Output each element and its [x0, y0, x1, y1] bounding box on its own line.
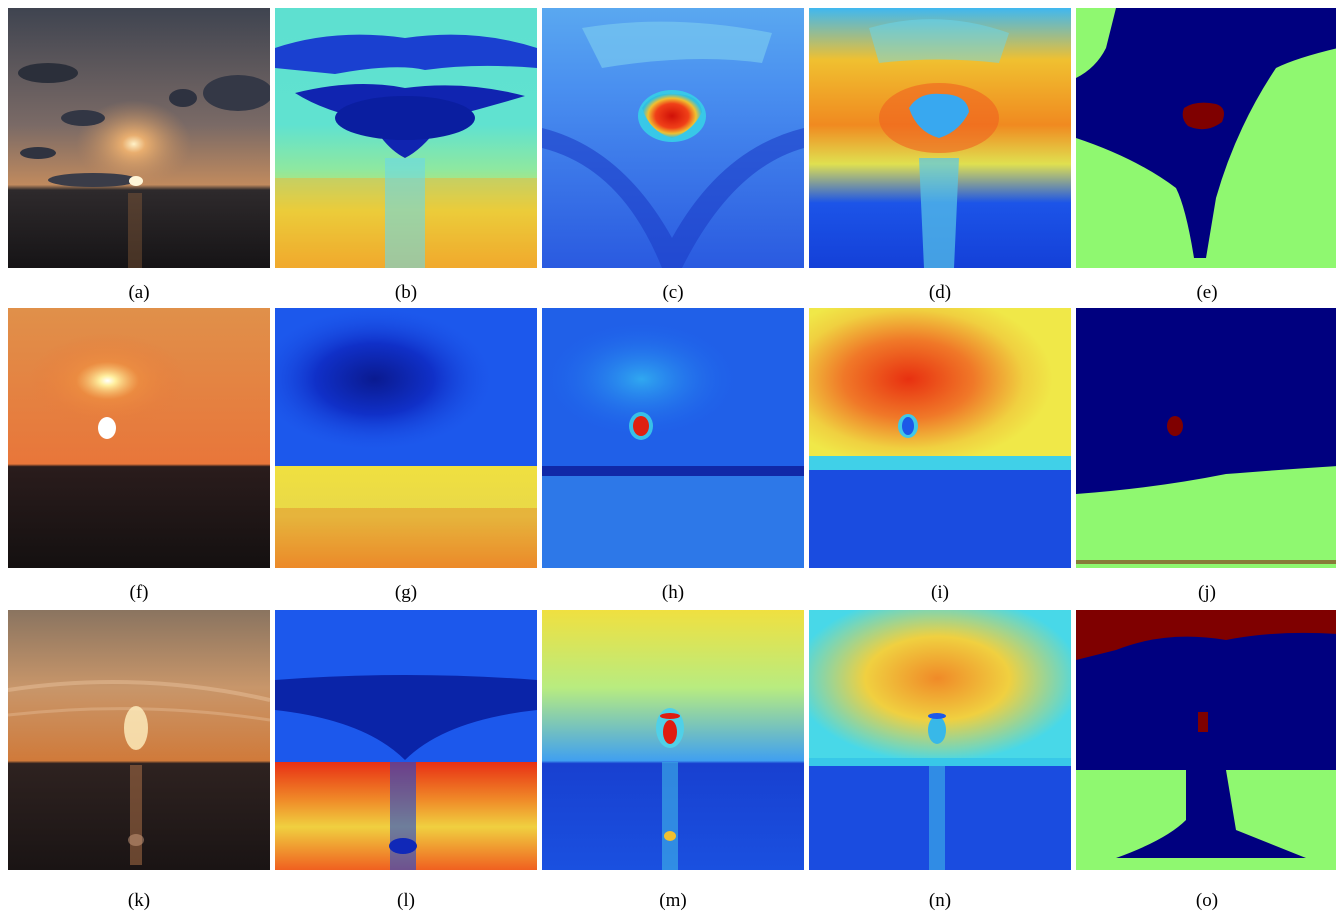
caption-g: (g) — [394, 582, 418, 603]
heatmap-g — [275, 308, 537, 568]
caption-o: (o) — [1195, 890, 1219, 911]
caption-k: (k) — [127, 890, 151, 911]
heatmap-m — [542, 610, 804, 870]
heatmap-h — [542, 308, 804, 568]
panel-o: (o) — [1076, 610, 1336, 911]
sunset-photo-cloudy — [8, 8, 270, 268]
figure-row-3: (k) (l) — [0, 610, 1336, 911]
segmentation-e — [1076, 8, 1336, 268]
panel-c: (c) — [542, 8, 804, 303]
caption-j: (j) — [1198, 582, 1216, 603]
panel-l: (l) — [275, 610, 537, 911]
caption-l: (l) — [397, 890, 415, 911]
panel-j: (j) — [1076, 308, 1336, 603]
panel-e: (e) — [1076, 8, 1336, 303]
heatmap-c — [542, 8, 804, 268]
panel-m: (m) — [542, 610, 804, 911]
caption-f: (f) — [129, 582, 149, 603]
caption-c: (c) — [662, 282, 684, 303]
panel-f: (f) — [8, 308, 270, 603]
panel-d: (d) — [809, 8, 1071, 303]
panel-k: (k) — [8, 610, 270, 911]
figure-row-2: (f) — [0, 308, 1336, 603]
figure-row-1: (a) (b) — [0, 8, 1336, 303]
segmentation-o — [1076, 610, 1336, 870]
heatmap-l — [275, 610, 537, 870]
caption-m: (m) — [659, 890, 687, 911]
caption-n: (n) — [928, 890, 952, 911]
heatmap-b — [275, 8, 537, 268]
segmentation-j — [1076, 308, 1336, 568]
sunset-photo-reflection — [8, 610, 270, 870]
panel-g: (g) — [275, 308, 537, 603]
caption-i: (i) — [931, 582, 949, 603]
caption-b: (b) — [394, 282, 418, 303]
panel-n: (n) — [809, 610, 1071, 911]
caption-d: (d) — [928, 282, 952, 303]
panel-h: (h) — [542, 308, 804, 603]
caption-a: (a) — [128, 282, 150, 303]
sunset-photo-clear — [8, 308, 270, 568]
heatmap-d — [809, 8, 1071, 268]
panel-i: (i) — [809, 308, 1071, 603]
caption-e: (e) — [1196, 282, 1218, 303]
panel-a: (a) — [8, 8, 270, 303]
heatmap-n — [809, 610, 1071, 870]
heatmap-i — [809, 308, 1071, 568]
caption-h: (h) — [661, 582, 685, 603]
panel-b: (b) — [275, 8, 537, 303]
